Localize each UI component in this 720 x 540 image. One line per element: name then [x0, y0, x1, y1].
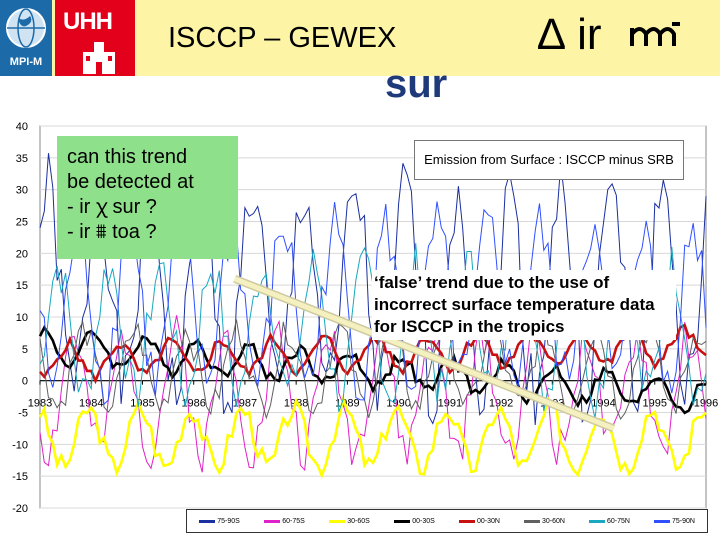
legend-label: 00-30N [477, 517, 500, 525]
legend-item-30-60N: 30-60N [512, 518, 577, 525]
legend-label: 00-30S [412, 517, 435, 525]
y-tick-label: -5 [18, 408, 28, 420]
legend-label: 60-75S [282, 517, 305, 525]
legend-swatch [394, 519, 411, 523]
mpi-label: MPI-M [9, 56, 43, 68]
y-tick-label: 25 [16, 217, 28, 229]
uhh-logo: UHH [55, 0, 135, 76]
series-line-00-30S [38, 325, 707, 415]
y-tick-label: 0 [22, 376, 28, 388]
wave-symbol-icon [630, 22, 680, 46]
y-tick-label: -15 [12, 471, 28, 483]
series-line-60-75S [39, 315, 707, 473]
legend-item-75-90N: 75-90N [642, 518, 707, 525]
legend-label: 60-75N [607, 517, 630, 525]
y-tick-label: 35 [16, 153, 28, 165]
x-tick-label: 1995 [643, 398, 667, 410]
x-tick-label: 1992 [489, 398, 513, 410]
question-line-1: can this trend [67, 146, 188, 168]
legend-label: 75-90S [217, 517, 240, 525]
legend-item-60-75S: 60-75S [252, 518, 317, 525]
x-tick-label: 1994 [591, 398, 615, 410]
legend-swatch [589, 519, 606, 523]
y-tick-label: 10 [16, 312, 28, 324]
trend-arrow [233, 276, 615, 431]
legend-swatch [524, 519, 541, 523]
uhh-label: UHH [63, 8, 113, 35]
sur-label: sur [385, 62, 448, 106]
legend-item-00-30S: 00-30S [382, 518, 447, 525]
x-tick-label: 1996 [694, 398, 718, 410]
x-tick-label: 1983 [28, 398, 52, 410]
y-tick-label: 30 [16, 185, 28, 197]
x-tick-label: 1984 [79, 398, 103, 410]
question-line-3: - ir ꭓ sur ? [67, 196, 157, 218]
slide-title: ISCCP – GEWEX [168, 22, 397, 54]
delta-ir-label: ∆ ir [538, 10, 602, 59]
legend-label: 30-60N [542, 517, 565, 525]
legend-item-00-30N: 00-30N [447, 518, 512, 525]
y-tick-label: 5 [22, 344, 28, 356]
series-line-30-60S [38, 394, 707, 480]
legend-item-30-60S: 30-60S [317, 518, 382, 525]
y-tick-label: 20 [16, 248, 28, 260]
y-tick-label: 40 [16, 121, 28, 133]
question-line-4: - ir ⩩ toa ? [67, 221, 157, 243]
y-tick-label: -20 [12, 503, 28, 515]
legend-item-75-90S: 75-90S [187, 518, 252, 525]
legend-swatch [329, 519, 346, 523]
chart-legend: 75-90S 60-75S 30-60S 00-30S 00-30N 30-60N 60-7… [186, 509, 708, 533]
y-tick-label: 15 [16, 280, 28, 292]
x-tick-label: 1985 [130, 398, 154, 410]
legend-swatch [199, 519, 216, 523]
false-trend-annotation: ‘false’ trend due to the use of incorrec… [372, 270, 676, 340]
chart-title: Emission from Surface : ISCCP minus SRB [414, 140, 684, 180]
legend-swatch [459, 519, 476, 523]
legend-label: 75-90N [672, 517, 695, 525]
y-tick-label: -10 [12, 439, 28, 451]
castle-icon [83, 42, 115, 74]
question-line-2: be detected at [67, 171, 194, 193]
x-tick-label: 1990 [386, 398, 410, 410]
x-tick-label: 1991 [438, 398, 462, 410]
legend-swatch [264, 519, 281, 523]
legend-swatch [654, 519, 671, 523]
mpi-logo: MPI-M [0, 0, 52, 76]
legend-label: 30-60S [347, 517, 370, 525]
legend-item-60-75N: 60-75N [577, 518, 642, 525]
globe-icon [6, 8, 46, 48]
header-bar: MPI-M UHH ISCCP – GEWEX ∆ ir sur [0, 0, 720, 106]
question-box: can this trend be detected at - ir ꭓ sur… [57, 136, 238, 259]
